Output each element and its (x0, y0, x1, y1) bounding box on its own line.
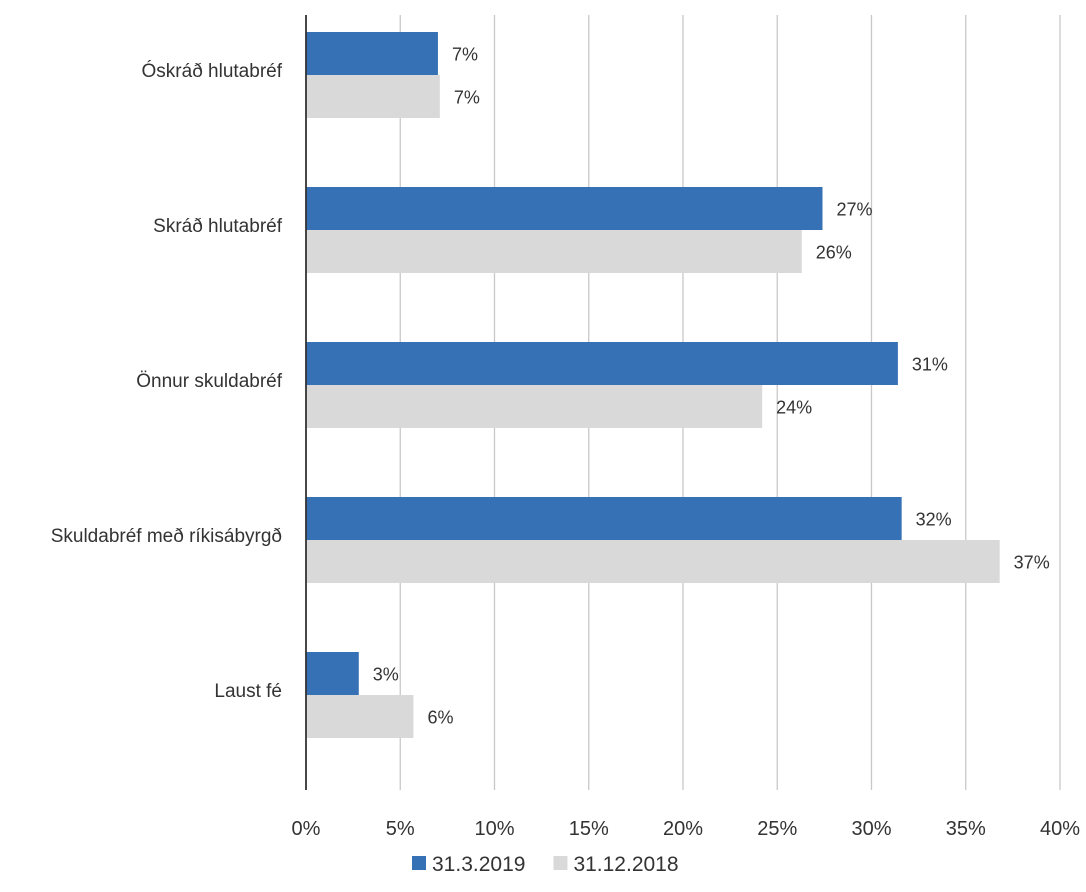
category-label-0: Óskráð hlutabréf (142, 60, 283, 82)
data-labels: 7% 7% 27% 26% 31% 24% 32% 37% 3% 6% (373, 45, 1050, 728)
bar-s0-c0 (306, 32, 438, 75)
category-label-1: Skráð hlutabréf (153, 216, 283, 237)
category-label-3: Skuldabréf með ríkisábyrgð (51, 526, 282, 547)
data-label-s0-c3: 32% (916, 510, 952, 530)
x-tick-label-20: 20% (663, 818, 703, 840)
data-label-s0-c0: 7% (452, 45, 478, 65)
x-tick-label-35: 35% (946, 818, 986, 840)
x-tick-label-25: 25% (757, 818, 797, 840)
legend-swatch-1 (553, 856, 568, 870)
category-labels: Óskráð hlutabréf Skráð hlutabréf Önnur sku… (51, 60, 283, 702)
data-label-s1-c2: 24% (776, 398, 812, 418)
x-tick-labels: 0% 5% 10% 15% 20% 25% 30% 35% 40% (292, 818, 1081, 840)
category-label-4: Laust fé (214, 681, 282, 702)
legend-label-1: 31.12.2018 (573, 853, 678, 876)
bars (306, 32, 1000, 738)
category-label-2: Önnur skuldabréf (136, 371, 282, 392)
x-tick-label-40: 40% (1040, 818, 1080, 840)
data-label-s1-c1: 26% (816, 243, 852, 263)
x-tick-label-15: 15% (569, 818, 609, 840)
data-label-s0-c1: 27% (836, 200, 872, 220)
bar-s0-c1 (306, 187, 823, 230)
bar-s1-c1 (306, 230, 802, 273)
legend-swatch-0 (412, 856, 426, 870)
x-tick-label-30: 30% (851, 818, 891, 840)
data-label-s1-c3: 37% (1014, 553, 1050, 573)
bar-s0-c3 (306, 497, 902, 540)
bar-s0-c4 (306, 652, 359, 695)
bar-s1-c4 (306, 695, 414, 738)
legend: 31.3.2019 31.12.2018 (412, 853, 679, 876)
data-label-s1-c0: 7% (454, 88, 480, 108)
x-tick-label-0: 0% (292, 818, 321, 840)
x-tick-label-5: 5% (386, 818, 415, 840)
bar-s1-c0 (306, 75, 440, 118)
bar-s1-c2 (306, 385, 763, 428)
data-label-s0-c4: 3% (373, 665, 399, 685)
bar-s1-c3 (306, 540, 1000, 583)
legend-label-0: 31.3.2019 (432, 853, 525, 876)
data-label-s0-c2: 31% (912, 355, 948, 375)
x-tick-label-10: 10% (474, 818, 514, 840)
bar-s0-c2 (306, 342, 898, 385)
data-label-s1-c4: 6% (427, 708, 453, 728)
